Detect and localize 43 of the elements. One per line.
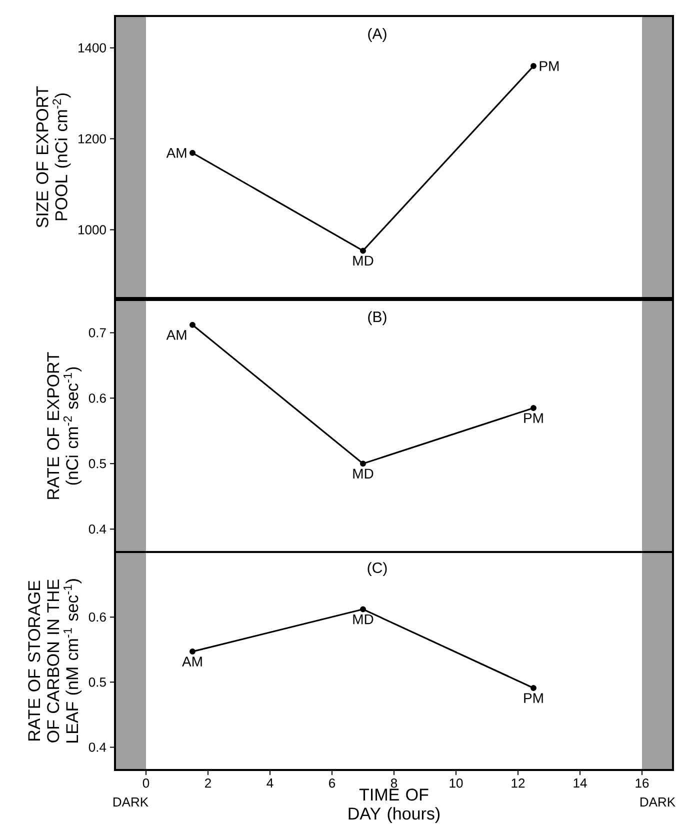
y-tick-label: 0.6 (88, 612, 106, 622)
point (189, 648, 196, 655)
annotation: (C) (368, 562, 387, 576)
band-label: DARK (640, 798, 676, 806)
y-tick-label: 1200 (78, 134, 106, 144)
x-tick-label: 2 (205, 778, 211, 788)
point (189, 150, 196, 156)
y-tick-label: 1400 (78, 43, 106, 52)
point (189, 322, 196, 328)
x-tick-label: 16 (636, 778, 649, 788)
annotation: MD (353, 256, 374, 266)
annotation: PM (524, 693, 543, 703)
x-tick-label: 14 (574, 778, 587, 788)
annotation: MD (353, 614, 374, 624)
point (530, 63, 536, 70)
x-tick-label: 6 (329, 778, 336, 788)
x-axis-title: TIME OF DAY (hours) (348, 788, 440, 823)
x-tick-label: 12 (512, 778, 525, 788)
y-tick-label: 0.5 (88, 678, 106, 687)
y-tick-label: 0.4 (88, 742, 106, 752)
annotation: AM (166, 148, 186, 158)
annotation: (A) (368, 28, 386, 42)
annotation: PM (524, 413, 543, 423)
y-tick-label: 0.4 (88, 524, 106, 534)
point (360, 460, 366, 467)
x-tick-label: 4 (266, 778, 274, 788)
annotation: PM (540, 61, 559, 71)
y-tick-label: 0.5 (88, 459, 106, 468)
annotation: MD (353, 468, 374, 478)
annotation: AM (166, 330, 186, 340)
y-tick-label: 0.7 (88, 328, 106, 338)
annotation: AM (182, 656, 202, 666)
x-tick-label: 8 (390, 778, 398, 788)
x-tick-label: 0 (142, 778, 150, 788)
y-tick-label: 1000 (78, 225, 106, 234)
band-label: DARK (114, 798, 148, 806)
point (530, 404, 536, 411)
point (360, 606, 366, 612)
annotation: (B) (368, 311, 386, 326)
x-tick-label: 10 (450, 778, 463, 788)
point (360, 248, 366, 254)
point (530, 685, 536, 691)
y-tick-label: 0.6 (88, 394, 106, 403)
